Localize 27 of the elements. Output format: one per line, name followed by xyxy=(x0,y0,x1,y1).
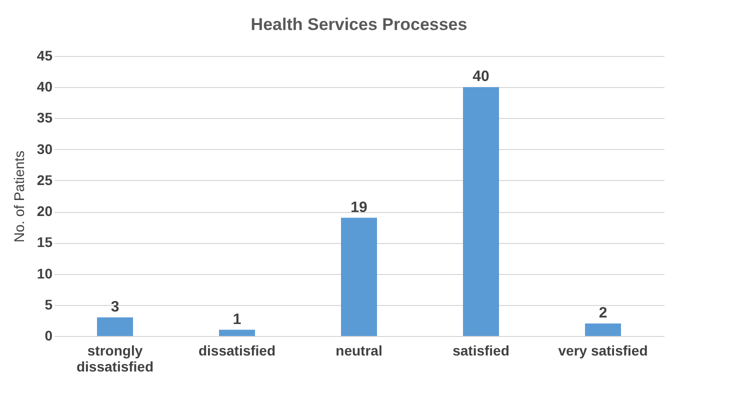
y-tick-label: 0 xyxy=(44,328,53,344)
data-label: 1 xyxy=(232,310,242,328)
data-label: 3 xyxy=(110,298,120,316)
y-tick-label: 20 xyxy=(36,203,53,220)
data-label: 40 xyxy=(472,68,490,86)
bar xyxy=(97,317,133,336)
bar xyxy=(219,330,255,336)
y-tick-label: 10 xyxy=(36,265,53,282)
y-tick-label: 5 xyxy=(44,296,53,312)
y-axis-title: No. of Patients xyxy=(10,150,27,242)
x-tick-label: very satisfied xyxy=(558,342,648,358)
y-tick-label: 45 xyxy=(36,48,53,64)
bar xyxy=(341,218,377,336)
y-tick-label: 40 xyxy=(36,78,53,95)
y-tick-label: 35 xyxy=(36,110,53,126)
bar xyxy=(585,324,621,336)
y-tick-label: 15 xyxy=(36,234,53,250)
y-tick-label: 25 xyxy=(36,172,53,188)
data-label: 2 xyxy=(598,304,608,322)
y-tick-label: 30 xyxy=(36,140,53,157)
x-tick-label: strongly dissatisfied xyxy=(76,342,154,374)
data-label: 19 xyxy=(350,198,368,216)
chart-title: Health Services Processes xyxy=(250,15,468,34)
x-tick-label: satisfied xyxy=(452,342,510,358)
x-tick-label: dissatisfied xyxy=(198,342,276,358)
bar xyxy=(463,87,499,336)
x-tick-label: neutral xyxy=(336,342,382,358)
